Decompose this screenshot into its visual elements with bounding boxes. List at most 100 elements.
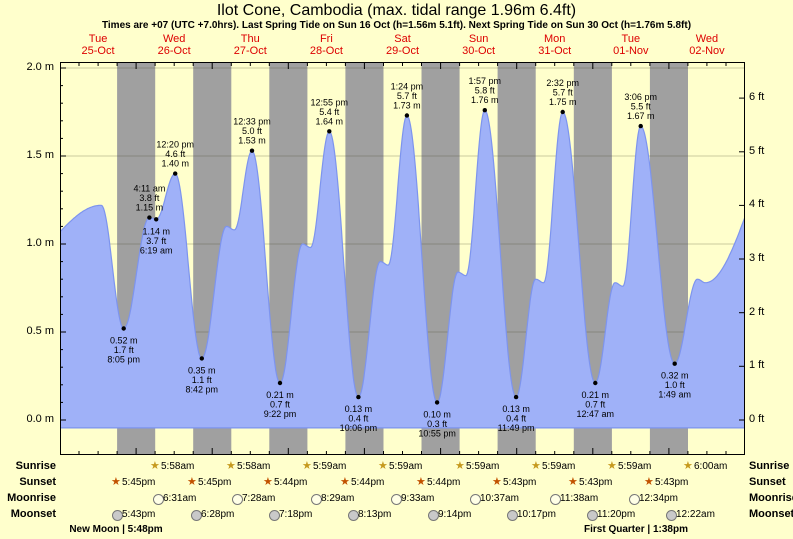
tide-extreme-dot xyxy=(173,171,178,176)
tide-annotation-line: 1.73 m xyxy=(393,101,421,111)
astro-row-sunset: Sunset Sunset ★ 5:45pm ★ 5:45pm ★ 5:44pm ★ 5:44pm… xyxy=(0,475,793,491)
tide-annotation-line: 1.75 m xyxy=(549,97,577,107)
tide-annotation-line: 8:42 pm xyxy=(186,384,219,394)
sunrise-star-icon: ★ xyxy=(226,460,236,472)
tide-annotation-line: 0.32 m xyxy=(661,371,689,381)
astro-label-right-sunrise: Sunrise xyxy=(749,460,790,472)
moonrise-moon-icon xyxy=(470,494,481,505)
sunset-time: 5:43pm xyxy=(655,477,689,488)
tide-annotation-line: 9:22 pm xyxy=(264,409,297,419)
tide-annotation-line: 12:20 pm xyxy=(156,140,194,150)
y-label-feet: 6 ft xyxy=(749,91,765,103)
sunrise-star-icon: ★ xyxy=(683,460,693,472)
y-label-meters: 1.0 m xyxy=(26,237,54,249)
day-date: 29-Oct xyxy=(385,45,419,57)
sunrise-time: 5:59am xyxy=(389,461,423,472)
moonrise-time: 7:28am xyxy=(242,493,276,504)
tide-extreme-dot xyxy=(513,394,519,400)
moonset-time: 6:28pm xyxy=(201,509,235,520)
day-date: 27-Oct xyxy=(233,45,267,57)
day-name: Sun xyxy=(468,33,489,45)
moonrise-time: 8:29am xyxy=(321,493,355,504)
tide-annotation-line: 1.53 m xyxy=(238,136,266,146)
tide-extreme-dot xyxy=(593,380,598,386)
sunrise-time: 5:58am xyxy=(237,461,271,472)
day-label: Tue 25-Oct xyxy=(68,33,128,57)
tide-annotation-line: 4.6 ft xyxy=(165,149,186,159)
sunrise-star-icon: ★ xyxy=(150,460,160,472)
tide-annotation-line: 2:32 pm xyxy=(546,78,579,88)
tide-annotation-line: 0.7 ft xyxy=(270,400,291,410)
tide-annotation-line: 1.1 ft xyxy=(192,375,213,385)
tide-annotation-line: 1.40 m xyxy=(161,159,189,169)
sunset-star-icon: ★ xyxy=(340,476,350,488)
astro-label-left-moonset: Moonset xyxy=(10,508,56,520)
tide-annotation-line: 0.4 ft xyxy=(348,414,369,424)
moonset-time: 5:43pm xyxy=(122,509,156,520)
day-label: Fri 28-Oct xyxy=(296,33,356,57)
tide-annotation-line: 1.14 m xyxy=(142,226,170,236)
tide-extreme-dot xyxy=(638,123,643,129)
tide-annotation-line: 1.15 m xyxy=(136,203,164,213)
sunset-time: 5:43pm xyxy=(503,477,537,488)
tide-extreme-dot xyxy=(249,148,255,153)
tide-extreme-dot xyxy=(277,380,283,386)
day-date: 30-Oct xyxy=(462,45,496,57)
day-name: Fri xyxy=(319,33,333,45)
day-label: Wed 26-Oct xyxy=(144,33,204,57)
moonrise-time: 10:37am xyxy=(480,493,519,504)
y-label-feet: 3 ft xyxy=(749,252,765,264)
y-label-feet: 0 ft xyxy=(749,413,765,425)
tide-annotation-line: 1.76 m xyxy=(471,95,499,105)
day-label: Sun 30-Oct xyxy=(449,33,509,57)
moonrise-moon-icon xyxy=(629,494,640,505)
chart-title: Ilot Cone, Cambodia (max. tidal range 1.… xyxy=(216,2,577,19)
moonset-moon-icon xyxy=(348,510,359,521)
tide-extreme-dot xyxy=(672,361,677,366)
tide-annotation-line: 0.10 m xyxy=(423,409,451,419)
tide-extreme-dot xyxy=(121,326,126,331)
day-label: Tue 01-Nov xyxy=(601,33,661,57)
sunrise-star-icon: ★ xyxy=(607,460,617,472)
sunset-star-icon: ★ xyxy=(568,476,578,488)
tide-annotation-line: 0.13 m xyxy=(345,404,373,414)
sunrise-star-icon: ★ xyxy=(378,460,388,472)
day-name: Wed xyxy=(695,33,719,45)
moonrise-moon-icon xyxy=(311,494,322,505)
tide-annotation-line: 1.7 ft xyxy=(114,345,135,355)
tide-extreme-dot xyxy=(434,400,440,405)
sunset-star-icon: ★ xyxy=(416,476,426,488)
tide-annotation-line: 8:05 pm xyxy=(107,355,140,365)
moonset-moon-icon xyxy=(666,510,677,521)
moonset-time: 11:20pm xyxy=(597,509,636,520)
day-name: Thu xyxy=(240,33,260,45)
moonrise-moon-icon xyxy=(550,494,561,505)
y-label-feet: 1 ft xyxy=(749,359,765,371)
day-name: Wed xyxy=(162,33,186,45)
y-label-feet: 2 ft xyxy=(749,306,765,318)
moonset-moon-icon xyxy=(112,510,123,521)
moonset-time: 9:14pm xyxy=(438,509,472,520)
day-date: 01-Nov xyxy=(613,45,649,57)
phase-event: First Quarter | 1:38pm xyxy=(584,524,688,535)
moonset-time: 12:22am xyxy=(676,509,715,520)
tide-annotation-line: 5.4 ft xyxy=(319,107,340,117)
tide-annotation-line: 5.7 ft xyxy=(397,91,418,101)
tide-annotation-line: 0.7 ft xyxy=(585,400,606,410)
tide-annotation-line: 3.7 ft xyxy=(146,236,167,246)
moonrise-time: 6:31am xyxy=(163,493,197,504)
tide-extreme-dot xyxy=(482,108,487,113)
sunset-star-icon: ★ xyxy=(111,476,121,488)
y-label-feet: 4 ft xyxy=(749,198,765,210)
moon-phase-row: New Moon | 5:48pm First Quarter | 1:38pm xyxy=(0,524,793,539)
sunset-time: 5:44pm xyxy=(351,477,385,488)
sunset-time: 5:44pm xyxy=(274,477,308,488)
astro-label-right-moonrise: Moonrise xyxy=(749,492,793,504)
moonset-moon-icon xyxy=(191,510,202,521)
tide-annotation-line: 0.21 m xyxy=(582,390,610,400)
sunset-time: 5:44pm xyxy=(427,477,461,488)
tide-extreme-dot xyxy=(154,217,159,222)
tide-annotation-line: 0.3 ft xyxy=(427,419,448,429)
y-label-meters: 2.0 m xyxy=(26,61,54,73)
